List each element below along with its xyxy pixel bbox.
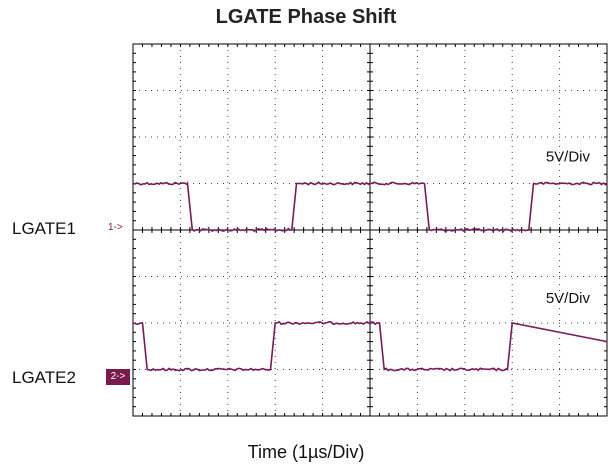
traces bbox=[132, 180, 608, 372]
x-axis-label: Time (1µs/Div) bbox=[247, 442, 365, 462]
channel-marker-2: 2-> bbox=[106, 369, 130, 385]
series-label-lgate2: LGATE2 bbox=[12, 368, 76, 387]
trace-lgate1 bbox=[132, 180, 608, 233]
series-label-lgate1: LGATE1 bbox=[12, 219, 76, 238]
scale-label-lgate2: 5V/Div bbox=[546, 290, 591, 307]
scale-label-lgate1: 5V/Div bbox=[546, 149, 591, 166]
trace-lgate2 bbox=[132, 320, 608, 372]
chart-title: LGATE Phase Shift bbox=[215, 6, 397, 28]
channel-marker-1: 1-> bbox=[108, 222, 123, 233]
scale-labels: 5V/Div 5V/Div bbox=[546, 149, 591, 308]
